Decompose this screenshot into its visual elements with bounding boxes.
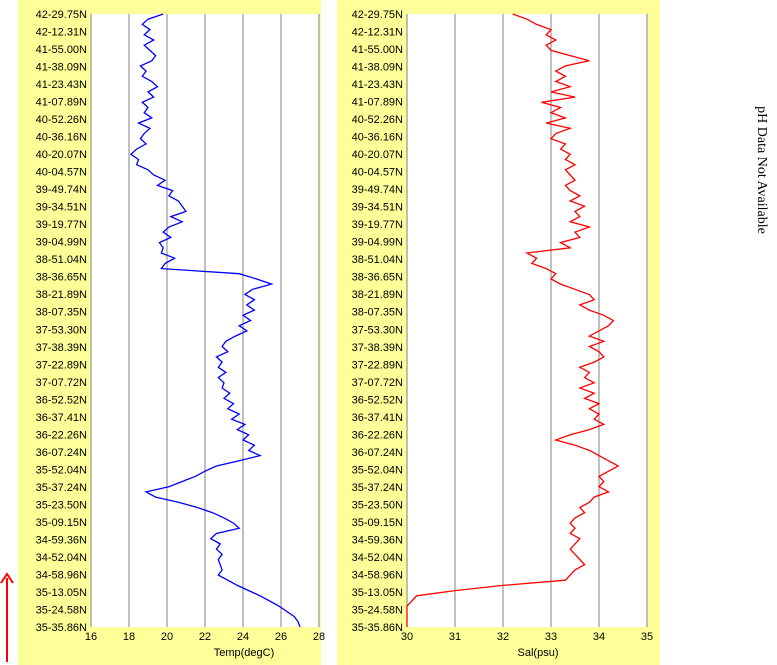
latitude-label: 35-24.58N [352,604,403,616]
latitude-label: 39-34.51N [352,202,403,214]
sal-gridlines [406,14,648,627]
latitude-label: 41-55.00N [352,44,403,56]
latitude-label: 36-37.41N [36,412,87,424]
latitude-label: 35-52.04N [36,464,87,476]
latitude-label: 37-07.72N [36,377,87,389]
latitude-label: 41-38.09N [36,62,87,74]
sal-x-tick-label: 35 [641,631,653,643]
latitude-label: 37-07.72N [352,377,403,389]
sal-series-line [406,13,620,627]
temp-series-line [129,13,301,628]
temp-x-tick-labels: 16 18 20 22 24 26 28 [85,631,325,643]
sal-plot-area [407,14,647,627]
latitude-label: 37-53.30N [352,324,403,336]
sal-x-tick-label: 32 [497,631,509,643]
sal-x-axis-label: Sal(psu) [518,647,559,659]
latitude-label: 39-19.77N [36,219,87,231]
latitude-label: 42-29.75N [36,9,87,21]
latitude-label: 34-52.04N [352,552,403,564]
ph-unavailable-note: pH Data Not Available [754,106,769,234]
sal-x-tick-labels: 30 31 32 33 34 35 [401,631,653,643]
latitude-label: 41-23.43N [36,79,87,91]
latitude-label: 35-35.86N [36,622,87,634]
latitude-label: 36-07.24N [352,447,403,459]
latitude-label: 35-52.04N [352,464,403,476]
latitude-label: 38-21.89N [352,289,403,301]
temp-x-tick-label: 18 [123,631,135,643]
latitude-label: 34-52.04N [36,552,87,564]
latitude-label: 40-04.57N [352,167,403,179]
latitude-label: 41-55.00N [36,44,87,56]
latitude-label: 39-49.74N [352,184,403,196]
temp-latitude-labels: 42-29.75N 42-12.31N 41-55.00N 41-38.09N 41-2… [36,9,87,634]
latitude-label: 39-34.51N [36,202,87,214]
latitude-label: 38-21.89N [36,289,87,301]
latitude-label: 35-13.05N [352,587,403,599]
latitude-label: 37-22.89N [352,359,403,371]
latitude-label: 38-51.04N [36,254,87,266]
latitude-label: 38-51.04N [352,254,403,266]
latitude-label: 40-04.57N [36,167,87,179]
latitude-label: 36-07.24N [36,447,87,459]
latitude-label: 35-24.58N [36,604,87,616]
latitude-label: 35-23.50N [36,499,87,511]
latitude-label: 39-04.99N [36,237,87,249]
latitude-label: 35-09.15N [352,517,403,529]
temp-x-tick-label: 16 [85,631,97,643]
latitude-label: 36-22.26N [352,429,403,441]
latitude-label: 40-20.07N [36,149,87,161]
latitude-label: 39-19.77N [352,219,403,231]
latitude-label: 35-37.24N [36,482,87,494]
latitude-label: 36-52.52N [36,394,87,406]
temp-x-tick-label: 24 [237,631,249,643]
latitude-label: 35-13.05N [36,587,87,599]
latitude-label: 37-22.89N [36,359,87,371]
temp-x-tick-label: 20 [161,631,173,643]
latitude-label: 40-36.16N [352,132,403,144]
latitude-label: 40-20.07N [352,149,403,161]
latitude-label: 35-35.86N [352,622,403,634]
latitude-label: 42-29.75N [352,9,403,21]
latitude-label: 39-49.74N [36,184,87,196]
latitude-label: 35-23.50N [352,499,403,511]
temp-x-tick-label: 22 [199,631,211,643]
latitude-label: 38-36.65N [352,272,403,284]
latitude-label: 42-12.31N [36,27,87,39]
latitude-label: 38-36.65N [36,272,87,284]
sal-x-tick-label: 31 [449,631,461,643]
latitude-label: 36-52.52N [352,394,403,406]
latitude-label: 41-07.89N [36,97,87,109]
latitude-label: 37-38.39N [352,342,403,354]
latitude-label: 36-37.41N [352,412,403,424]
direction-arrow-icon [0,572,14,662]
latitude-label: 41-07.89N [352,97,403,109]
sal-x-tick-label: 34 [593,631,605,643]
temp-gridlines [90,14,320,627]
latitude-label: 34-58.96N [36,569,87,581]
latitude-label: 40-52.26N [36,114,87,126]
latitude-label: 35-09.15N [36,517,87,529]
latitude-label: 37-38.39N [36,342,87,354]
latitude-label: 41-38.09N [352,62,403,74]
latitude-label: 36-22.26N [36,429,87,441]
latitude-label: 40-52.26N [352,114,403,126]
latitude-label: 40-36.16N [36,132,87,144]
latitude-label: 41-23.43N [352,79,403,91]
latitude-label: 42-12.31N [352,27,403,39]
temp-x-tick-label: 26 [275,631,287,643]
latitude-label: 38-07.35N [36,307,87,319]
latitude-label: 38-07.35N [352,307,403,319]
temp-x-axis-label: Temp(degC) [214,647,275,659]
temp-x-tick-label: 28 [313,631,325,643]
latitude-label: 37-53.30N [36,324,87,336]
latitude-label: 34-59.36N [36,534,87,546]
latitude-label: 34-59.36N [352,534,403,546]
latitude-label: 39-04.99N [352,237,403,249]
sal-x-tick-label: 33 [545,631,557,643]
sal-latitude-labels: 42-29.75N 42-12.31N 41-55.00N 41-38.09N 41-2… [352,9,403,634]
sal-x-tick-label: 30 [401,631,413,643]
latitude-label: 34-58.96N [352,569,403,581]
latitude-label: 35-37.24N [352,482,403,494]
